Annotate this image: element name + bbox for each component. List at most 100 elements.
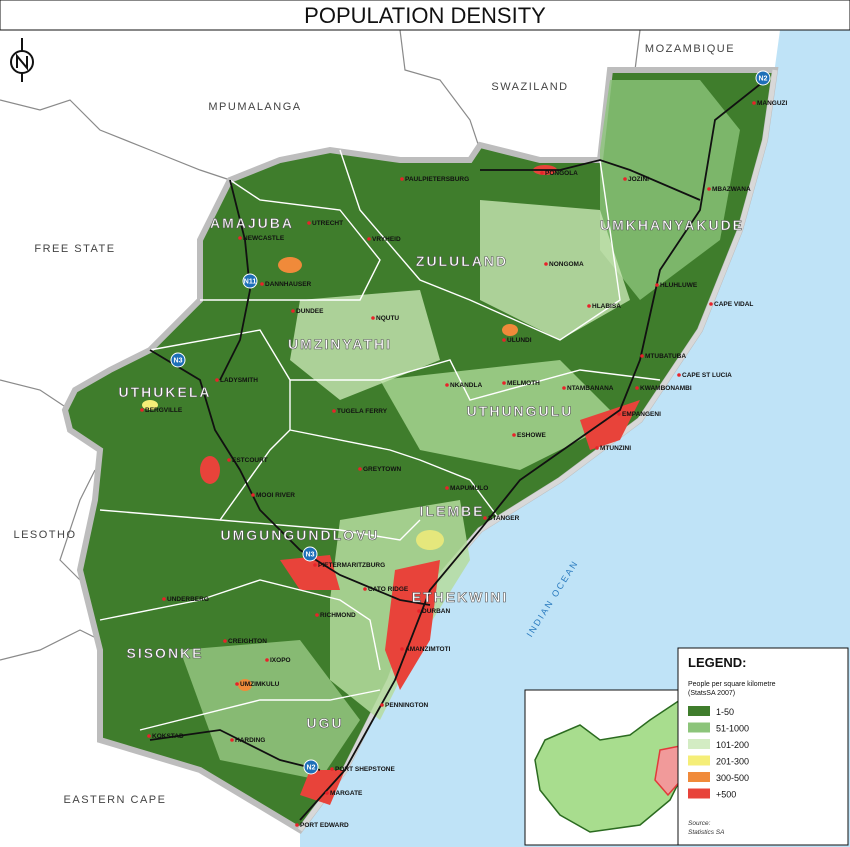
town-dot [752, 101, 756, 105]
legend-swatch [688, 722, 710, 733]
town-label: MARGATE [330, 790, 363, 797]
town-label: HLUHLUWE [660, 282, 698, 289]
district-label: SISONKE [126, 645, 203, 661]
ocean [300, 30, 850, 847]
town-dot [260, 282, 264, 286]
legend-label: 300-500 [716, 773, 749, 783]
legend-swatch [688, 788, 710, 799]
legend-label: +500 [716, 790, 736, 800]
town-label: MANGUZI [757, 100, 788, 107]
patch [280, 555, 340, 590]
town-dot [223, 639, 227, 643]
legend-swatch [688, 739, 710, 749]
town-dot [502, 381, 506, 385]
town-dot [215, 378, 219, 382]
legend-swatch [688, 706, 710, 716]
town-label: CREIGHTON [228, 638, 267, 645]
patch [380, 360, 620, 470]
patch [142, 400, 158, 410]
road-shield [242, 273, 258, 289]
district-labels: AMAJUBA ZULULAND UMKHANYAKUDE UMZINYATHI UTH… [118, 215, 744, 732]
town-dot [330, 767, 334, 771]
town-label: RICHMOND [320, 612, 356, 619]
town-dot [445, 383, 449, 387]
legend-subtitle: People per square kilometre [688, 681, 776, 688]
district-label: UTHUNGULU [467, 403, 574, 419]
road-number: N3 [174, 358, 183, 365]
town-dot [417, 609, 421, 613]
title-bar [0, 0, 850, 31]
district-label: UMZINYATHI [288, 336, 392, 352]
town-dot [367, 237, 371, 241]
legend-label: 201-300 [716, 757, 749, 767]
legend-source: Statistics SA [688, 829, 724, 836]
road [480, 159, 701, 201]
patch [200, 456, 220, 484]
town-label: KOKSTAD [152, 733, 184, 740]
town-label: CAPE ST LUCIA [682, 372, 732, 379]
town-dot [332, 409, 336, 413]
town-label: BERGVILLE [145, 407, 183, 414]
town-label: PORT SHEPSTONE [335, 766, 396, 773]
town-dot [380, 703, 384, 707]
town-dot [371, 316, 375, 320]
border [0, 379, 71, 411]
town-label: VRYHEID [372, 236, 401, 243]
patch [278, 257, 302, 273]
town-dot [707, 187, 711, 191]
north-arrow-n [16, 53, 28, 71]
town-dot [230, 738, 234, 742]
district-label: UMKHANYAKUDE [600, 217, 744, 233]
town-dot [635, 386, 639, 390]
legend-title: LEGEND: [688, 655, 747, 670]
legend-subtitle: (StatsSA 2007) [688, 690, 735, 697]
district-label: ETHEKWINI [412, 589, 509, 605]
town-label: ESHOWE [517, 432, 547, 439]
region-label: SWAZILAND [491, 81, 568, 93]
town-dot [140, 408, 144, 412]
town-dot [587, 304, 591, 308]
map-title: POPULATION DENSITY [304, 3, 546, 28]
town-label: JOZINI [628, 176, 649, 183]
town-dot [400, 177, 404, 181]
town-dot [227, 458, 231, 462]
road-number: N3 [306, 552, 315, 559]
town-label: MOOI RIVER [256, 492, 295, 499]
town-dot [363, 587, 367, 591]
district-label: ILEMBE [420, 503, 485, 519]
road [219, 179, 251, 381]
border [0, 629, 101, 661]
legend-label: 51-1000 [716, 724, 749, 734]
town-dot [512, 433, 516, 437]
town-label: PORT EDWARD [300, 822, 349, 829]
patch [502, 324, 518, 336]
town-label: IXOPO [270, 657, 291, 664]
town-label: NTAMBANANA [567, 385, 614, 392]
town-label: MELMOTH [507, 380, 540, 387]
patch [480, 200, 630, 340]
road-shield [755, 70, 771, 86]
road-number: N2 [759, 76, 768, 83]
district-border [99, 579, 381, 671]
road-shield [303, 759, 319, 775]
road [149, 729, 321, 771]
road-shields: N2 N11 N3 N3 N2 [170, 70, 771, 775]
district-border [200, 179, 381, 301]
town-dot [640, 354, 644, 358]
town-label: NEWCASTLE [243, 235, 285, 242]
town-label: AMANZIMTOTI [405, 646, 451, 653]
town-dot [265, 658, 269, 662]
town-dot [540, 171, 544, 175]
town-dot [502, 338, 506, 342]
district-label: UMGUNGUNDLOVU [221, 527, 380, 543]
town-label: PENNINGTON [385, 702, 429, 709]
town-label: CAPE VIDAL [714, 301, 753, 308]
district-border [289, 429, 501, 521]
road [149, 349, 431, 606]
town-label: PIETERMARITZBURG [318, 562, 385, 569]
patch [600, 80, 740, 300]
town-label: DUNDEE [296, 308, 324, 315]
patch [238, 679, 252, 691]
